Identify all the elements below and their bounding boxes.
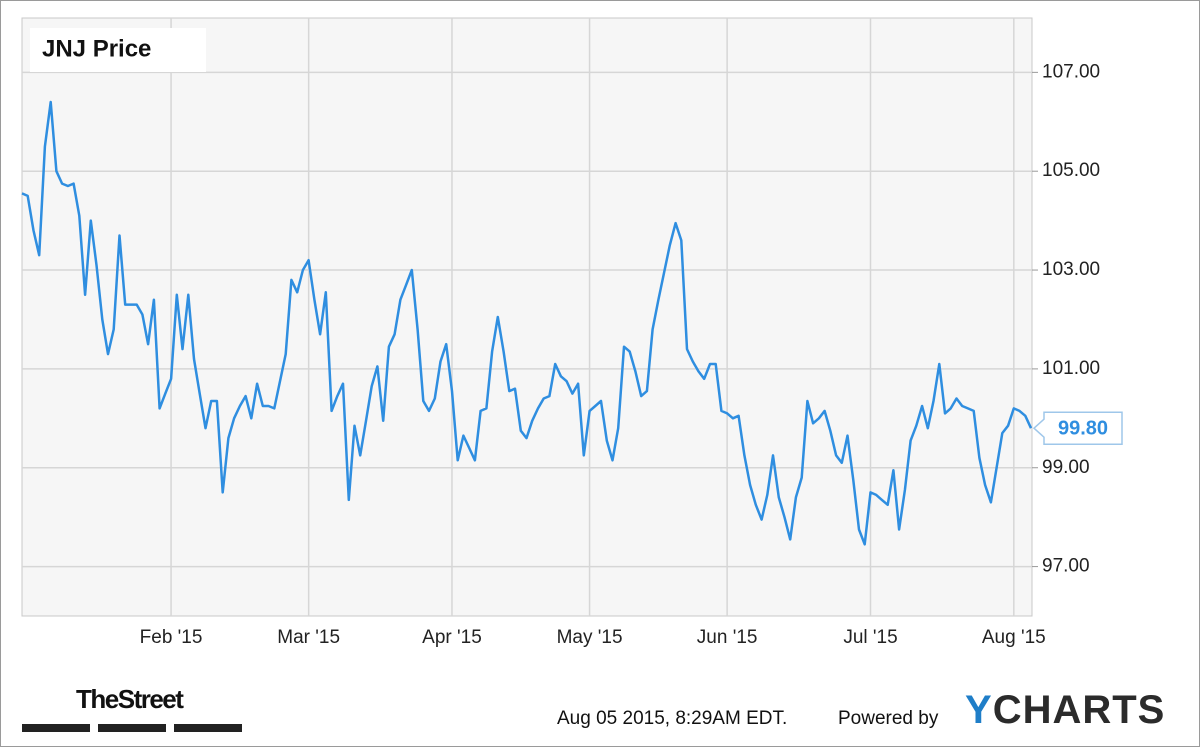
y-tick-label: 105.00 [1042,160,1100,181]
logo-bar [98,724,166,732]
y-tick-label: 103.00 [1042,259,1100,280]
plot-area [21,17,1033,617]
title-box [30,28,206,72]
current-marker [1032,411,1123,445]
y-tick-label: 97.00 [1042,556,1090,577]
grid [22,18,1032,616]
brand-logo: YCHARTS [965,688,1166,732]
timestamp: Aug 05 2015, 8:29AM EDT. [557,708,788,729]
x-tick-label: May '15 [557,627,623,648]
logo-bar [22,724,90,732]
y-tick-label: 107.00 [1042,61,1100,82]
current-label: 99.80 [1058,417,1108,439]
x-tick-label: Feb '15 [140,627,203,648]
x-tick-label: Apr '15 [422,627,482,648]
y-tick-label: 101.00 [1042,358,1100,379]
logo-bar [174,724,242,732]
x-tick-label: Jul '15 [843,627,897,648]
powered-by: Powered by [838,708,939,729]
x-tick-label: Aug '15 [982,627,1046,648]
x-tick-label: Jun '15 [697,627,758,648]
price-line [21,100,1033,546]
x-tick-label: Mar '15 [277,627,340,648]
chart-title: JNJ Price [42,35,151,62]
source-logo: TheStreet [76,684,184,714]
y-tick-label: 99.00 [1042,457,1090,478]
